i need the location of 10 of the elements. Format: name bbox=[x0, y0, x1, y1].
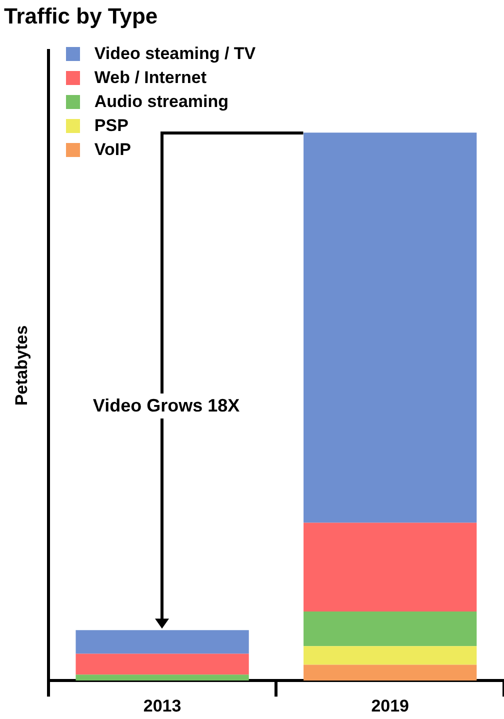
legend-label: PSP bbox=[94, 116, 128, 136]
y-axis-title: Petabytes bbox=[12, 325, 31, 406]
annotation: Video Grows 18X bbox=[92, 394, 240, 419]
legend-label: Audio streaming bbox=[94, 92, 229, 112]
legend-label: Web / Internet bbox=[94, 68, 206, 88]
legend-label: VoIP bbox=[94, 140, 131, 160]
x-tick-label: 2013 bbox=[143, 696, 182, 716]
x-tick-label: 2019 bbox=[371, 696, 410, 716]
legend-label: Video steaming / TV bbox=[94, 44, 256, 64]
chart-title: Traffic by Type bbox=[4, 3, 158, 28]
